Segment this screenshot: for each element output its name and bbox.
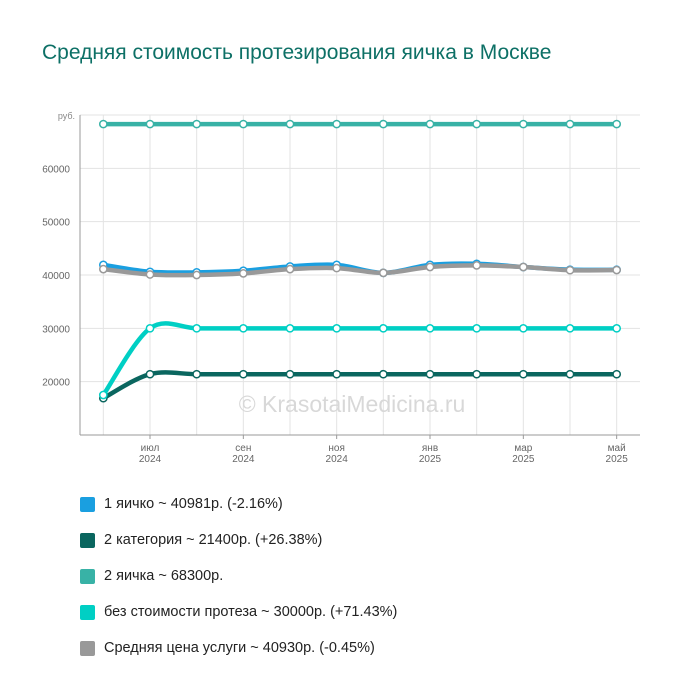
y-tick-label: 20000 <box>42 378 70 389</box>
y-tick-label: 40000 <box>42 271 70 282</box>
data-point <box>425 369 435 379</box>
legend-swatch <box>80 604 95 620</box>
data-point <box>612 119 622 129</box>
legend-label: 2 категория ~ 21400р. (+26.38%) <box>104 532 323 548</box>
data-point <box>518 262 528 272</box>
legend-label: без стоимости протеза ~ 30000р. (+71.43%… <box>104 604 398 620</box>
x-tick-label: янв 2025 <box>419 443 442 465</box>
data-point <box>332 263 342 273</box>
data-point <box>238 269 248 278</box>
data-point <box>238 119 248 129</box>
x-axis: июл 2024 сен 2024 ноя 2024 янв 2025 мар 2025 май 20… <box>80 434 640 465</box>
data-point <box>145 369 155 379</box>
series-3 <box>98 119 622 129</box>
data-point <box>612 369 622 379</box>
data-point <box>378 268 388 278</box>
data-point <box>378 369 388 379</box>
y-axis: 20000 30000 40000 50000 60000 руб. <box>42 111 81 435</box>
legend-item[interactable]: Средняя цена услуги ~ 40930р. (-0.45%) <box>80 630 397 666</box>
data-point <box>285 323 295 333</box>
data-point <box>145 323 155 333</box>
x-tick-label: июл 2024 <box>139 443 162 465</box>
data-point <box>565 369 575 379</box>
data-point <box>192 369 202 379</box>
data-point <box>285 119 295 129</box>
series-5 <box>98 261 622 280</box>
data-point <box>612 265 622 275</box>
data-point <box>518 323 528 333</box>
data-point <box>425 262 435 272</box>
line-chart: 20000 30000 40000 50000 60000 руб. июл 2024 сен… <box>42 111 640 465</box>
legend-item[interactable]: 2 категория ~ 21400р. (+26.38%) <box>80 522 397 558</box>
data-point <box>192 323 202 333</box>
data-point <box>145 119 155 129</box>
data-point <box>378 323 388 333</box>
data-point <box>98 264 108 274</box>
data-point <box>238 323 248 333</box>
data-point <box>565 323 575 333</box>
series-lines <box>98 119 622 403</box>
data-point <box>238 369 248 379</box>
data-point <box>145 270 155 279</box>
legend-item[interactable]: 1 яичко ~ 40981р. (-2.16%) <box>80 486 397 522</box>
data-point <box>472 261 482 270</box>
y-axis-unit-label: руб. <box>58 111 75 121</box>
y-tick-label: 60000 <box>42 164 70 175</box>
legend-label: 1 яичко ~ 40981р. (-2.16%) <box>104 496 283 512</box>
data-point <box>332 323 342 333</box>
watermark: © KrasotaiMedicina.ru <box>239 391 466 417</box>
data-point <box>612 323 622 333</box>
data-point <box>332 369 342 379</box>
data-point <box>565 119 575 129</box>
data-point <box>425 323 435 333</box>
x-tick-label: сен 2024 <box>232 443 255 465</box>
data-point <box>518 119 528 129</box>
y-tick-label: 50000 <box>42 218 70 229</box>
legend-label: 2 яичка ~ 68300р. <box>104 568 224 584</box>
legend-item[interactable]: 2 яичка ~ 68300р. <box>80 558 397 594</box>
data-point <box>425 119 435 129</box>
data-point <box>285 264 295 274</box>
x-tick-label: ноя 2024 <box>326 443 349 465</box>
legend-label: Средняя цена услуги ~ 40930р. (-0.45%) <box>104 640 375 656</box>
legend-swatch <box>80 568 95 584</box>
data-point <box>192 119 202 129</box>
chart-title: Средняя стоимость протезирования яичка в… <box>42 41 552 64</box>
legend-swatch <box>80 640 95 656</box>
y-tick-label: 30000 <box>42 324 70 335</box>
data-point <box>472 369 482 379</box>
x-tick-label: май 2025 <box>606 443 629 465</box>
series-4 <box>98 321 622 400</box>
data-point <box>98 119 108 129</box>
data-point <box>378 119 388 129</box>
data-point <box>285 369 295 379</box>
legend-swatch <box>80 496 95 512</box>
data-point <box>192 270 202 280</box>
data-point <box>472 119 482 129</box>
x-tick-label: мар 2025 <box>512 443 535 465</box>
legend-swatch <box>80 532 95 548</box>
series-line <box>101 321 619 398</box>
legend-item[interactable]: без стоимости протеза ~ 30000р. (+71.43%… <box>80 594 397 630</box>
data-point <box>332 119 342 129</box>
legend: 1 яичко ~ 40981р. (-2.16%) 2 категория ~ … <box>80 486 397 666</box>
data-point <box>472 323 482 333</box>
data-point <box>98 390 108 400</box>
data-point <box>565 265 575 275</box>
data-point <box>518 369 528 379</box>
